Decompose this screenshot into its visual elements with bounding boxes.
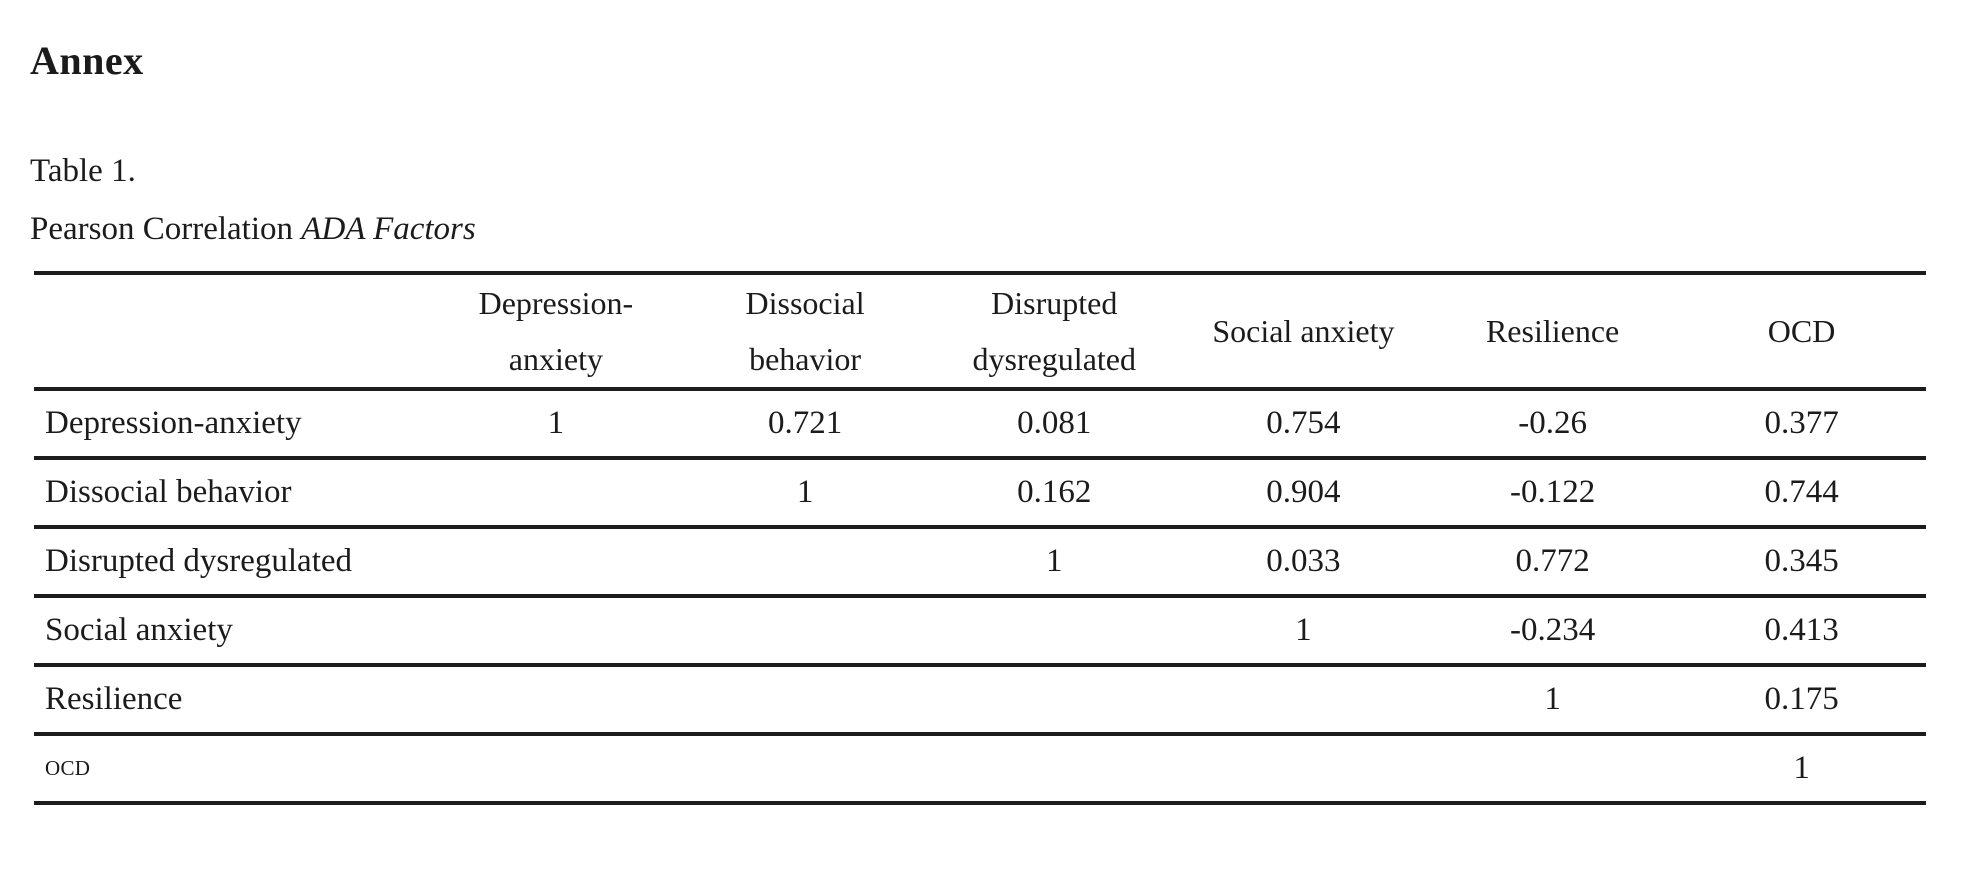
pearson-correlation-table: Depression- anxiety Dissocial behavior D…: [34, 270, 1926, 805]
value-cell: [930, 596, 1179, 665]
header-line: Dissocial: [745, 284, 865, 321]
value-cell: 1: [1295, 611, 1312, 648]
corner-cell: [34, 273, 431, 389]
header-line: dysregulated: [972, 340, 1136, 377]
value-cell: 0.162: [1017, 473, 1092, 510]
table-row-resilience: Resilience 1 0.175: [34, 665, 1926, 734]
value-cell: [431, 596, 680, 665]
header-line: Depression-: [478, 284, 634, 321]
value-cell: 0.754: [1266, 404, 1341, 441]
header-cell-disrupted-dysregulated: Disrupted dysregulated: [930, 273, 1179, 389]
value-cell: 1: [796, 473, 814, 510]
header-line: behavior: [749, 340, 862, 377]
table-row-dissocial-behavior: Dissocial behavior 1 0.162 0.904 -0.122 …: [34, 458, 1926, 527]
value-cell: [680, 527, 929, 596]
table-row-social-anxiety: Social anxiety 1 -0.234 0.413: [34, 596, 1926, 665]
header-cell-resilience: Resilience: [1428, 273, 1677, 389]
value-cell: 0.175: [1764, 680, 1839, 717]
value-cell: 0.904: [1266, 473, 1341, 510]
value-cell: 1: [1544, 680, 1561, 717]
value-cell: [1428, 734, 1677, 803]
value-cell: 1: [1045, 542, 1063, 579]
value-cell: 1: [547, 404, 565, 441]
header-line: anxiety: [508, 340, 603, 377]
value-cell: [431, 734, 680, 803]
header-row: Depression- anxiety Dissocial behavior D…: [34, 273, 1926, 389]
row-label: Dissocial behavior: [45, 473, 292, 510]
value-cell: [431, 458, 680, 527]
value-cell: 0.721: [767, 404, 843, 441]
table-row-disrupted-dysregulated: Disrupted dysregulated 1 0.033 0.772 0.3…: [34, 527, 1926, 596]
row-label: Disrupted dysregulated: [45, 542, 353, 579]
value-cell: -0.234: [1509, 611, 1596, 648]
value-cell: 0.772: [1515, 542, 1590, 579]
value-cell: [431, 665, 680, 734]
table-caption-italic: ADA Factors: [301, 210, 476, 247]
header-line: Disrupted: [991, 284, 1118, 321]
document-page: Annex Table 1. Pearson Correlation ADA F…: [30, 38, 1928, 805]
table-number-label: Table 1.: [30, 153, 136, 189]
value-cell: 0.744: [1764, 473, 1839, 510]
header-cell-social-anxiety: Social anxiety: [1179, 273, 1428, 389]
annex-heading: Annex: [30, 38, 144, 83]
value-cell: 0.033: [1266, 542, 1341, 579]
row-label: Depression-anxiety: [45, 404, 302, 441]
header-line: Resilience: [1485, 312, 1620, 349]
table-row-ocd: OCD 1: [34, 734, 1926, 803]
value-cell: 0.413: [1764, 611, 1839, 648]
value-cell: [930, 665, 1179, 734]
table-caption: Pearson Correlation ADA Factors: [30, 208, 1928, 251]
header-cell-ocd: OCD: [1677, 273, 1926, 389]
value-cell: [1179, 665, 1428, 734]
value-cell: -0.122: [1509, 473, 1596, 510]
row-label: Social anxiety: [45, 611, 233, 648]
table-row-depression-anxiety: Depression-anxiety 1 0.721 0.081 0.754 -…: [34, 389, 1926, 458]
value-cell: -0.26: [1518, 404, 1587, 441]
header-line: Social anxiety: [1212, 312, 1395, 349]
header-cell-dissocial-behavior: Dissocial behavior: [680, 273, 929, 389]
value-cell: [431, 527, 680, 596]
row-label: OCD: [45, 755, 91, 780]
value-cell: [930, 734, 1179, 803]
header-line: OCD: [1767, 312, 1836, 349]
value-cell: [680, 596, 929, 665]
value-cell: [680, 734, 929, 803]
value-cell: [680, 665, 929, 734]
value-cell: 0.345: [1764, 542, 1839, 579]
value-cell: [1179, 734, 1428, 803]
value-cell: 0.081: [1017, 404, 1092, 441]
value-cell: 1: [1793, 749, 1810, 786]
row-label: Resilience: [45, 680, 183, 717]
header-cell-depression-anxiety: Depression- anxiety: [431, 273, 680, 389]
value-cell: 0.377: [1764, 404, 1839, 441]
table-caption-regular: Pearson Correlation: [30, 210, 302, 247]
